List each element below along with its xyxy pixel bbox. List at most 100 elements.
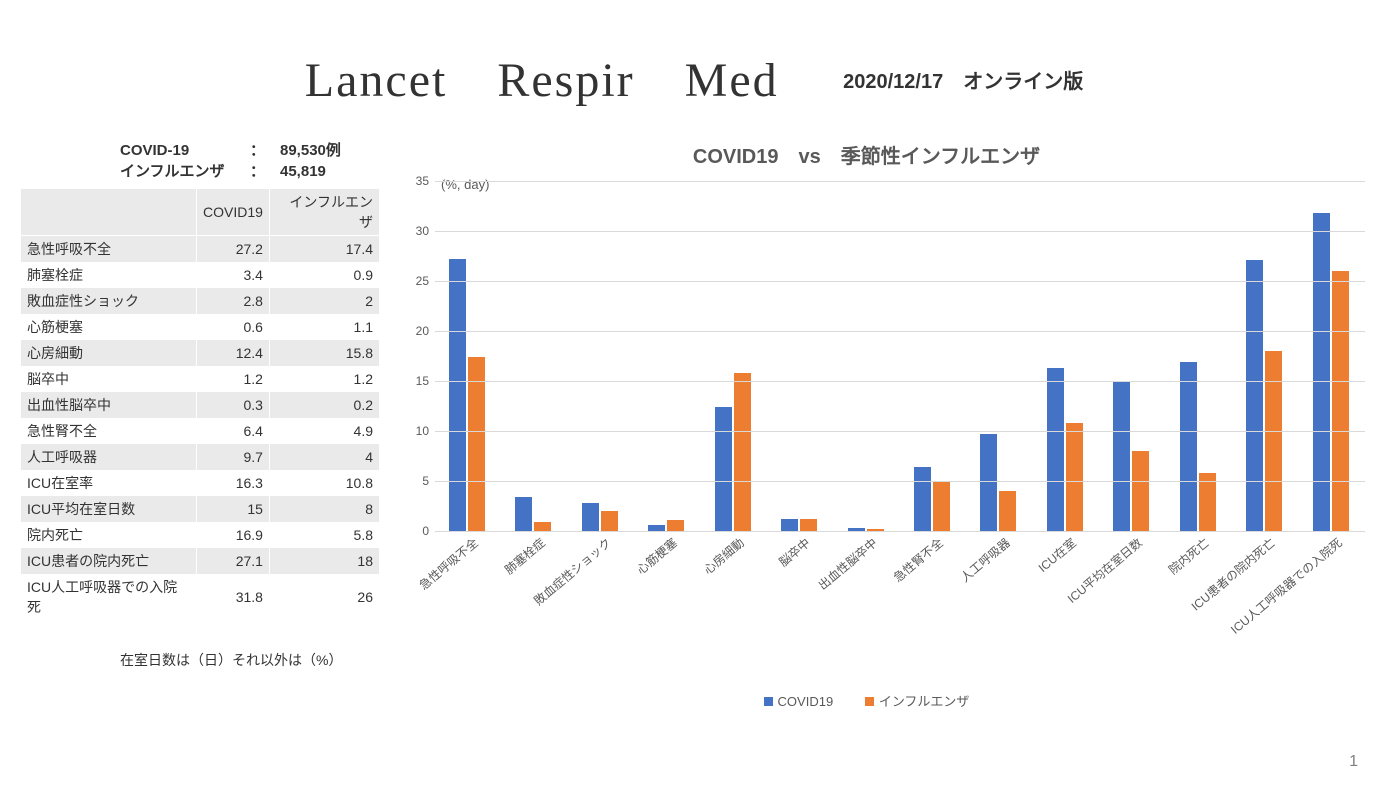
legend-label: インフルエンザ (879, 694, 970, 709)
bar-covid (715, 407, 732, 531)
bar-flu (468, 357, 485, 531)
chart-legend: COVID19 インフルエンザ (395, 691, 1378, 710)
count-row-covid: COVID-19 ： 89,530例 (120, 140, 380, 161)
count-colon: ： (250, 140, 280, 161)
row-value: 16.9 (197, 522, 270, 548)
table-header-blank (21, 189, 197, 236)
left-column: COVID-19 ： 89,530例 インフルエンザ ： 45,819 COVI… (10, 140, 380, 670)
content-row: COVID-19 ： 89,530例 インフルエンザ ： 45,819 COVI… (0, 140, 1388, 710)
row-label: 急性腎不全 (21, 418, 197, 444)
row-value: 0.3 (197, 392, 270, 418)
bar-covid (1113, 381, 1130, 531)
row-value: 8 (269, 496, 379, 522)
row-label: 院内死亡 (21, 522, 197, 548)
row-value: 9.7 (197, 444, 270, 470)
row-value: 0.9 (269, 262, 379, 288)
table-header-covid: COVID19 (197, 189, 270, 236)
page-title-sub: 2020/12/17 オンライン版 (843, 65, 1083, 94)
legend-item-flu: インフルエンザ (865, 691, 970, 710)
row-label: ICU人工呼吸器での入院死 (21, 574, 197, 620)
bar-covid (449, 259, 466, 531)
x-tick-label: ICU人工呼吸器での入院死 (1227, 534, 1346, 637)
row-value: 10.8 (269, 470, 379, 496)
x-tick-label: 急性腎不全 (890, 534, 947, 586)
category-group: ICU患者の院内死亡 (1232, 181, 1298, 531)
row-value: 6.4 (197, 418, 270, 444)
category-group: 心房細動 (701, 181, 767, 531)
bars-region: 急性呼吸不全肺塞栓症敗血症性ショック心筋梗塞心房細動脳卒中出血性脳卒中急性腎不全… (435, 181, 1365, 531)
chart-title: COVID19 vs 季節性インフルエンザ (395, 140, 1378, 169)
count-row-flu: インフルエンザ ： 45,819 (120, 161, 380, 182)
row-value: 1.2 (197, 366, 270, 392)
table-row: 人工呼吸器9.74 (21, 444, 380, 470)
gridline (435, 431, 1365, 432)
row-value: 26 (269, 574, 379, 620)
row-value: 27.2 (197, 236, 270, 263)
x-tick-label: 院内死亡 (1165, 534, 1213, 578)
slide-page: Lancet Respir Med 2020/12/17 オンライン版 COVI… (0, 0, 1388, 789)
table-row: 肺塞栓症3.40.9 (21, 262, 380, 288)
table-row: ICU在室率16.310.8 (21, 470, 380, 496)
count-label: インフルエンザ (120, 161, 250, 182)
row-value: 27.1 (197, 548, 270, 574)
row-value: 5.8 (269, 522, 379, 548)
table-row: 急性腎不全6.44.9 (21, 418, 380, 444)
gridline (435, 231, 1365, 232)
row-value: 0.2 (269, 392, 379, 418)
count-label: COVID-19 (120, 140, 250, 161)
bar-covid (515, 497, 532, 531)
chart-area: (%, day) 05101520253035 急性呼吸不全肺塞栓症敗血症性ショ… (395, 181, 1365, 561)
category-group: 急性呼吸不全 (435, 181, 501, 531)
row-label: 心房細動 (21, 340, 197, 366)
y-tick-label: 5 (395, 474, 429, 488)
row-label: ICU平均在室日数 (21, 496, 197, 522)
row-label: 人工呼吸器 (21, 444, 197, 470)
table-row: ICU患者の院内死亡27.118 (21, 548, 380, 574)
category-group: 院内死亡 (1166, 181, 1232, 531)
row-value: 4.9 (269, 418, 379, 444)
case-counts: COVID-19 ： 89,530例 インフルエンザ ： 45,819 (120, 140, 380, 182)
gridline (435, 381, 1365, 382)
gridline (435, 481, 1365, 482)
row-value: 1.1 (269, 314, 379, 340)
gridline (435, 331, 1365, 332)
row-label: 肺塞栓症 (21, 262, 197, 288)
legend-label: COVID19 (778, 694, 834, 709)
row-label: 急性呼吸不全 (21, 236, 197, 263)
row-value: 15.8 (269, 340, 379, 366)
row-value: 1.2 (269, 366, 379, 392)
data-table: COVID19 インフルエンザ 急性呼吸不全27.217.4肺塞栓症3.40.9… (20, 188, 380, 620)
table-row: 脳卒中1.21.2 (21, 366, 380, 392)
y-tick-label: 25 (395, 274, 429, 288)
x-tick-label: ICU在室 (1034, 534, 1079, 576)
legend-swatch-icon (865, 697, 874, 706)
x-tick-label: 急性呼吸不全 (416, 534, 482, 593)
bar-covid (582, 503, 599, 531)
page-number: 1 (1349, 753, 1358, 771)
table-header-flu: インフルエンザ (269, 189, 379, 236)
category-group: 肺塞栓症 (501, 181, 567, 531)
category-group: ICU人工呼吸器での入院死 (1299, 181, 1365, 531)
y-tick-label: 20 (395, 324, 429, 338)
table-row: ICU人工呼吸器での入院死31.826 (21, 574, 380, 620)
bar-covid (914, 467, 931, 531)
table-row: 心筋梗塞0.61.1 (21, 314, 380, 340)
count-value: 45,819 (280, 161, 326, 182)
row-label: 脳卒中 (21, 366, 197, 392)
x-tick-label: 心房細動 (700, 534, 748, 578)
y-tick-label: 10 (395, 424, 429, 438)
bar-covid (1180, 362, 1197, 531)
bar-covid (781, 519, 798, 531)
row-value: 3.4 (197, 262, 270, 288)
bar-flu (534, 522, 551, 531)
legend-swatch-icon (764, 697, 773, 706)
bar-flu (601, 511, 618, 531)
row-value: 15 (197, 496, 270, 522)
table-row: 院内死亡16.95.8 (21, 522, 380, 548)
bar-flu (1132, 451, 1149, 531)
count-colon: ： (250, 161, 280, 182)
y-tick-label: 0 (395, 524, 429, 538)
x-tick-label: 脳卒中 (775, 534, 814, 570)
y-tick-label: 15 (395, 374, 429, 388)
page-title-main: Lancet Respir Med (305, 40, 779, 110)
